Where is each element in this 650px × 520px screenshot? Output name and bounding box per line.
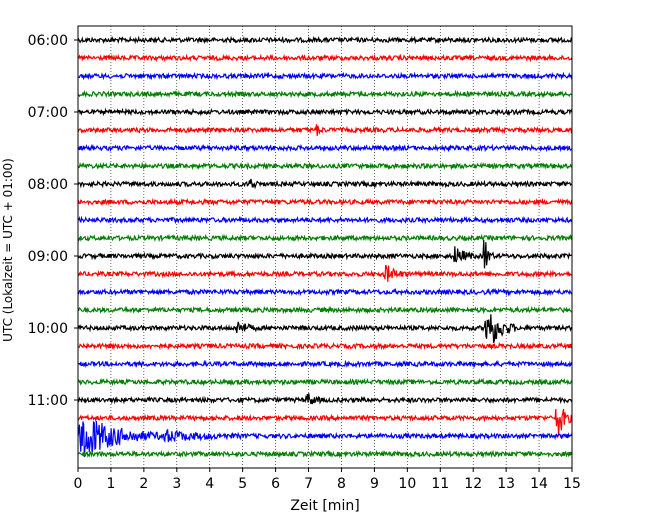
trace-0945 <box>78 305 572 315</box>
y-tick-label: 07:00 <box>28 105 68 121</box>
y-axis-label: UTC (Lokalzeit = UTC + 01:00) <box>1 158 15 342</box>
trace-0615 <box>78 53 572 63</box>
trace-1115 <box>78 408 572 437</box>
x-tick-label: 2 <box>139 476 148 492</box>
x-tick-label: 4 <box>205 476 214 492</box>
trace-1045 <box>78 377 572 387</box>
x-axis-label: Zeit [min] <box>290 498 359 514</box>
y-tick-label: 10:00 <box>28 321 68 337</box>
trace-0815 <box>78 197 572 207</box>
trace-1100 <box>78 393 572 405</box>
trace-0845 <box>78 233 572 243</box>
trace-0745 <box>78 161 572 171</box>
x-axis: 0 1 2 3 4 5 6 7 8 9 10 11 12 13 14 15 <box>74 468 581 492</box>
y-axis: 06:00 07:00 08:00 09:00 10:00 11:00 <box>28 33 78 409</box>
trace-0645 <box>78 89 572 99</box>
x-tick-label: 8 <box>337 476 346 492</box>
y-tick-label: 09:00 <box>28 249 68 265</box>
x-tick-label: 15 <box>563 476 581 492</box>
x-tick-label: 0 <box>74 476 83 492</box>
x-tick-label: 6 <box>271 476 280 492</box>
y-tick-label: 08:00 <box>28 177 68 193</box>
x-tick-label: 7 <box>304 476 313 492</box>
x-tick-label: 5 <box>238 476 247 492</box>
trace-0700 <box>78 107 572 117</box>
trace-0930 <box>78 287 572 297</box>
trace-1030 <box>78 359 572 369</box>
plot-frame <box>77 25 573 469</box>
trace-0830 <box>78 215 572 225</box>
trace-1145 <box>78 449 572 459</box>
x-tick-label: 12 <box>464 476 482 492</box>
x-tick-label: 1 <box>106 476 115 492</box>
trace-1015 <box>78 341 572 351</box>
x-tick-label: 3 <box>172 476 181 492</box>
trace-0600 <box>78 35 572 45</box>
y-tick-label: 06:00 <box>28 33 68 49</box>
x-tick-label: 13 <box>497 476 515 492</box>
trace-0915 <box>78 264 572 282</box>
traces <box>78 35 572 459</box>
x-tick-label: 14 <box>530 476 548 492</box>
y-tick-label: 11:00 <box>28 393 68 409</box>
trace-0715 <box>78 124 572 137</box>
trace-0800 <box>78 178 572 190</box>
trace-0630 <box>78 71 572 81</box>
trace-1000 <box>78 314 572 344</box>
trace-1130 <box>78 420 572 457</box>
trace-0730 <box>78 143 572 153</box>
x-tick-label: 9 <box>370 476 379 492</box>
x-tick-label: 11 <box>431 476 449 492</box>
trace-0900 <box>78 240 572 269</box>
x-tick-label: 10 <box>398 476 416 492</box>
